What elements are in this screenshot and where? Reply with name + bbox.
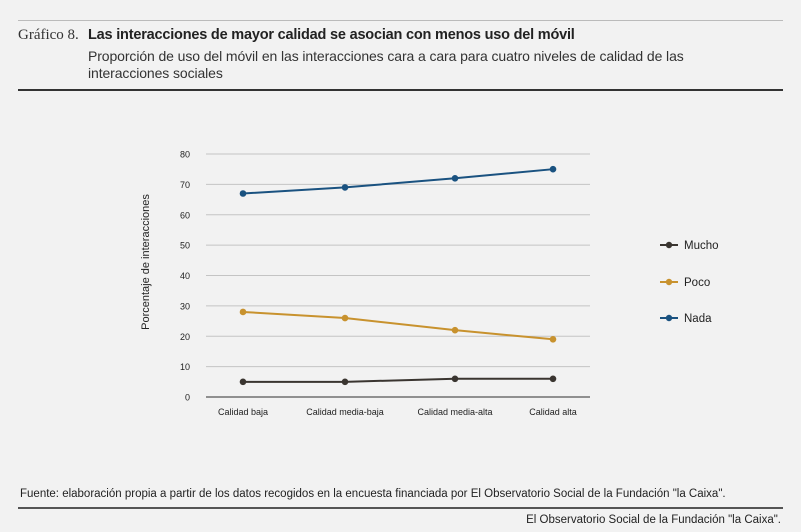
y-tick-label: 60 — [180, 210, 190, 220]
header-divider — [18, 89, 783, 91]
source-note: Fuente: elaboración propia a partir de l… — [20, 488, 726, 500]
y-tick-label: 10 — [180, 362, 190, 372]
data-point-nada — [549, 165, 557, 173]
data-point-nada — [451, 175, 459, 182]
legend-swatch-marker — [665, 241, 673, 249]
top-divider — [18, 20, 783, 21]
legend-label: Poco — [684, 277, 710, 289]
publisher-credit: El Observatorio Social de la Fundación "… — [526, 514, 781, 526]
y-tick-label: 30 — [180, 301, 190, 311]
series-line-nada — [242, 168, 554, 195]
series-line-mucho — [243, 377, 553, 383]
footer-divider — [18, 507, 783, 509]
data-point-mucho — [341, 378, 349, 386]
x-tick-label: Calidad media-alta — [417, 407, 492, 417]
data-point-mucho — [549, 375, 557, 383]
y-tick-label: 70 — [180, 180, 190, 190]
y-tick-label: 40 — [180, 271, 190, 281]
legend-swatch-marker — [665, 278, 673, 286]
data-point-poco — [341, 314, 349, 322]
chart-title: Las interacciones de mayor calidad se as… — [88, 27, 575, 43]
legend-label: Mucho — [684, 240, 719, 252]
y-tick-label: 0 — [185, 393, 190, 403]
y-tick-label: 50 — [180, 241, 190, 251]
data-point-poco — [239, 308, 247, 316]
data-point-mucho — [239, 378, 247, 386]
x-tick-label: Calidad baja — [218, 407, 268, 417]
data-point-mucho — [451, 375, 459, 383]
data-point-poco — [549, 335, 557, 343]
legend-swatch-marker — [665, 314, 673, 322]
chart-subtitle: Proporción de uso del móvil en las inter… — [88, 48, 684, 81]
x-tick-label: Calidad alta — [529, 407, 577, 417]
data-point-nada — [239, 190, 247, 197]
x-tick-label: Calidad media-baja — [306, 407, 384, 417]
y-tick-label: 80 — [180, 150, 190, 160]
data-point-poco — [451, 326, 459, 334]
legend-label: Nada — [684, 313, 712, 325]
y-axis-label: Porcentaje de interacciones — [140, 194, 152, 330]
series-line-poco — [242, 310, 554, 341]
figure-label: Gráfico 8. — [18, 27, 79, 43]
y-tick-label: 20 — [180, 332, 190, 342]
data-point-nada — [341, 184, 349, 191]
